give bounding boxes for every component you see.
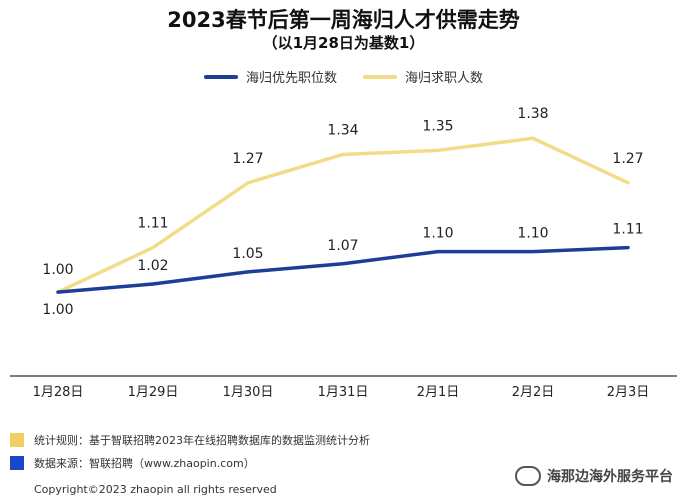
watermark-text: 海那边海外服务平台	[547, 469, 673, 485]
legend-item-positions: 海归优先职位数	[203, 67, 337, 86]
legend-swatch-seekers	[363, 74, 397, 79]
note-rules-swatch	[10, 433, 24, 447]
data-label-seekers: 1.27	[612, 151, 643, 167]
x-tick-label: 1月29日	[128, 385, 179, 400]
note-rules-text: 统计规则：基于智联招聘2023年在线招聘数据库的数据监测统计分析	[34, 434, 370, 447]
line-chart: 1月28日 1月29日 1月30日 1月31日 2月1日 2月2日 2月3日 1.00 1.02…	[10, 106, 677, 400]
wechat-icon	[515, 466, 541, 486]
x-tick-label: 2月1日	[417, 385, 460, 400]
legend-item-seekers: 海归求职人数	[363, 67, 483, 86]
copyright: Copyright©2023 zhaopin all rights reserv…	[34, 483, 277, 496]
data-label-positions: 1.07	[327, 238, 358, 254]
note-source: 数据来源：智联招聘（www.zhaopin.com）	[10, 455, 255, 471]
note-rules: 统计规则：基于智联招聘2023年在线招聘数据库的数据监测统计分析	[10, 432, 370, 448]
watermark: 海那边海外服务平台	[515, 466, 673, 486]
legend-label-positions: 海归优先职位数	[245, 71, 337, 86]
chart-subtitle: （以1月28日为基数1）	[262, 34, 425, 52]
data-label-positions: 1.10	[517, 226, 548, 242]
data-label-positions: 1.10	[422, 226, 453, 242]
chart-title: 2023春节后第一周海归人才供需走势	[167, 8, 520, 32]
data-label-positions: 1.11	[612, 222, 643, 238]
data-label-seekers: 1.00	[42, 262, 73, 278]
x-tick-label: 2月2日	[512, 385, 555, 400]
x-tick-label: 1月31日	[318, 385, 369, 400]
data-label-seekers: 1.35	[422, 118, 453, 134]
data-label-positions: 1.02	[137, 258, 168, 274]
legend-label-seekers: 海归求职人数	[405, 71, 484, 86]
data-label-seekers: 1.34	[327, 122, 358, 138]
data-label-seekers: 1.11	[137, 216, 168, 232]
data-label-seekers: 1.38	[517, 106, 548, 122]
data-label-positions: 1.05	[232, 246, 263, 262]
legend: 海归优先职位数 海归求职人数	[0, 67, 687, 86]
legend-swatch-positions	[203, 74, 238, 79]
data-label-positions: 1.00	[42, 302, 73, 318]
x-tick-label: 2月3日	[607, 385, 650, 400]
note-source-text: 数据来源：智联招聘（www.zhaopin.com）	[34, 457, 255, 470]
data-label-seekers: 1.27	[232, 151, 263, 167]
x-tick-label: 1月30日	[223, 385, 274, 400]
x-tick-label: 1月28日	[33, 385, 84, 400]
note-source-swatch	[10, 456, 24, 470]
